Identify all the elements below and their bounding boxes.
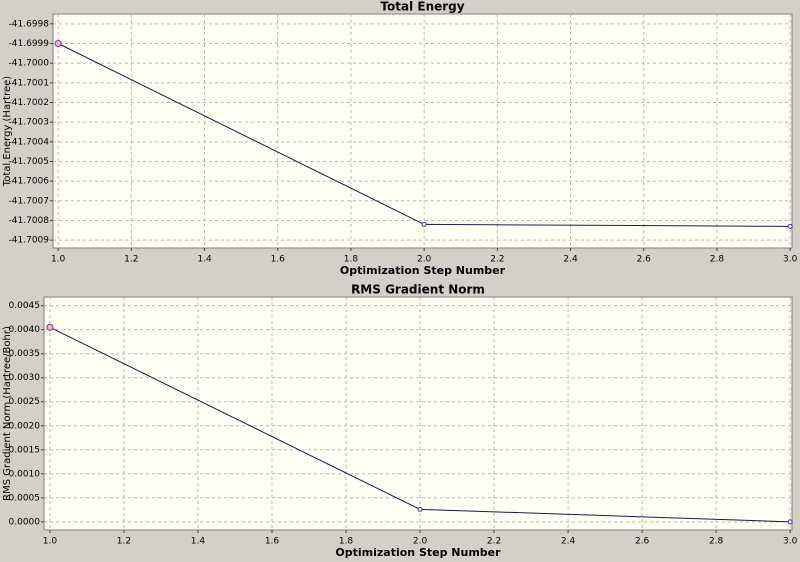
- y-tick-label: -41.7004: [9, 137, 50, 147]
- y-tick-label: -41.7006: [9, 177, 50, 187]
- x-tick-label: 1.4: [197, 255, 212, 265]
- x-axis-title: Optimization Step Number: [340, 264, 506, 277]
- y-tick-label: 0.0015: [9, 445, 41, 455]
- y-tick-label: 0.0025: [9, 397, 41, 407]
- x-tick-label: 2.4: [561, 537, 576, 547]
- y-tick-label: -41.6999: [9, 39, 50, 49]
- x-tick-label: 3.0: [783, 537, 798, 547]
- x-tick-label: 1.0: [51, 255, 66, 265]
- marker: [787, 223, 793, 229]
- y-tick-label: -41.7001: [9, 78, 49, 88]
- y-tick-label: -41.7000: [9, 59, 50, 69]
- y-tick-label: -41.7007: [9, 196, 49, 206]
- chart-title: Total Energy: [380, 0, 464, 14]
- y-tick-label: 0.0000: [9, 517, 41, 527]
- x-tick-label: 1.8: [339, 537, 354, 547]
- marker: [46, 323, 54, 331]
- x-axis-title: Optimization Step Number: [335, 546, 501, 559]
- x-tick-label: 1.6: [271, 255, 286, 265]
- y-axis-title: RMS Gradient Norm (Hartree/Bohr): [2, 326, 13, 501]
- x-tick-label: 1.0: [43, 537, 58, 547]
- x-tick-label: 2.6: [635, 537, 650, 547]
- x-tick-label: 2.6: [637, 255, 652, 265]
- y-tick-label: 0.0035: [9, 349, 41, 359]
- y-tick-label: 0.0005: [9, 493, 41, 503]
- x-tick-label: 1.2: [117, 537, 131, 547]
- x-tick-label: 2.4: [563, 255, 578, 265]
- y-tick-label: 0.0045: [9, 301, 41, 311]
- y-tick-label: -41.7002: [9, 98, 49, 108]
- x-tick-label: 1.8: [344, 255, 359, 265]
- y-tick-label: 0.0030: [9, 373, 41, 383]
- x-tick-label: 2.0: [413, 537, 428, 547]
- marker: [417, 506, 423, 512]
- marker: [787, 519, 793, 525]
- y-axis-title: Total Energy (Hartree): [2, 76, 13, 187]
- x-tick-label: 1.2: [124, 255, 138, 265]
- x-tick-label: 2.8: [709, 537, 724, 547]
- plot-area: [43, 296, 793, 531]
- x-tick-label: 1.6: [265, 537, 280, 547]
- marker: [54, 39, 62, 47]
- y-tick-label: 0.0020: [9, 421, 41, 431]
- y-tick-label: -41.7003: [9, 118, 49, 128]
- x-tick-label: 1.4: [191, 537, 206, 547]
- x-tick-label: 2.0: [417, 255, 432, 265]
- x-tick-label: 2.2: [487, 537, 501, 547]
- y-tick-label: -41.7009: [9, 236, 50, 246]
- y-tick-label: -41.7005: [9, 157, 49, 167]
- marker: [421, 221, 427, 227]
- x-tick-label: 2.8: [710, 255, 725, 265]
- x-tick-label: 2.2: [490, 255, 504, 265]
- x-tick-label: 3.0: [783, 255, 798, 265]
- chart-title: RMS Gradient Norm: [351, 283, 485, 297]
- plot-area: [52, 13, 793, 249]
- y-tick-label: -41.7008: [9, 216, 50, 226]
- y-tick-label: -41.6998: [9, 19, 50, 29]
- y-tick-label: 0.0010: [9, 469, 41, 479]
- y-tick-label: 0.0040: [9, 325, 41, 335]
